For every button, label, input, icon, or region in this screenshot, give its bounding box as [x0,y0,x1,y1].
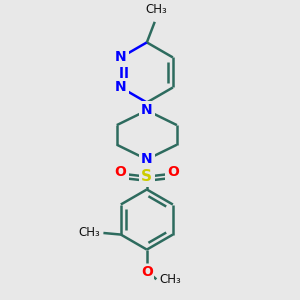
Text: CH₃: CH₃ [160,273,181,286]
Text: S: S [141,169,152,184]
Text: N: N [141,152,153,167]
Text: N: N [141,103,153,117]
Text: N: N [115,50,127,64]
Text: N: N [115,80,127,94]
Text: O: O [115,165,127,179]
Text: CH₃: CH₃ [146,3,167,16]
Text: O: O [141,266,153,279]
Text: O: O [167,165,179,179]
Text: CH₃: CH₃ [79,226,100,239]
